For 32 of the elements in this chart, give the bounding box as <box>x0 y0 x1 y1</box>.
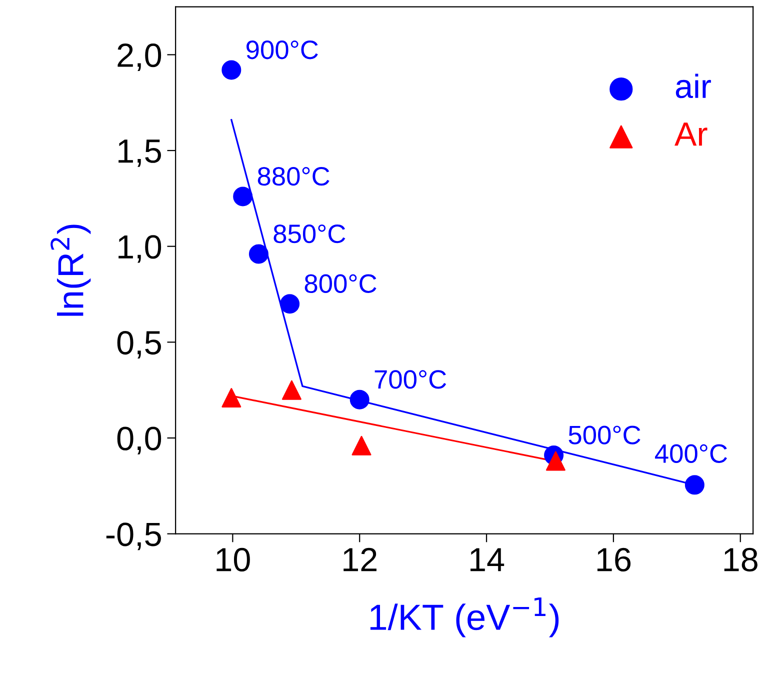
annotation: 880°C <box>258 166 330 186</box>
y-tick-label: 0,5 <box>117 330 161 359</box>
point <box>352 436 372 456</box>
annotation: 800°C <box>304 274 376 293</box>
annotation: 700°C <box>374 370 446 389</box>
legend-label: Ar <box>674 122 708 146</box>
x-tick-label: 16 <box>597 548 631 572</box>
y-tick-label: 1,0 <box>118 235 162 263</box>
x-tick-label: 12 <box>344 548 376 572</box>
annotation: 500°C <box>568 426 640 444</box>
y-tick-label: 1,5 <box>118 140 161 167</box>
y-axis-title: ln(R$^{2}$) <box>50 224 91 316</box>
point <box>282 380 302 400</box>
point <box>248 244 268 264</box>
annotation: 850°C <box>274 224 346 244</box>
legend-label: air <box>676 74 711 98</box>
y-tick-label: 2,0 <box>118 44 162 72</box>
annotation: 900°C <box>246 40 318 60</box>
y-tick-label: 0,0 <box>117 426 162 454</box>
point <box>222 60 242 80</box>
x-tick-label: 10 <box>216 548 250 572</box>
point <box>280 294 300 314</box>
x-axis-title: 1/KT (eV$^{−1}$) <box>370 598 559 638</box>
point <box>233 186 253 206</box>
annotation: 400°C <box>654 444 728 463</box>
point <box>684 475 704 495</box>
x-tick-label: 18 <box>724 548 758 572</box>
point <box>546 451 566 471</box>
x-tick-label: 14 <box>470 548 504 572</box>
point <box>350 390 370 410</box>
y-tick-label: -0,5 <box>106 522 161 550</box>
point <box>222 388 242 408</box>
